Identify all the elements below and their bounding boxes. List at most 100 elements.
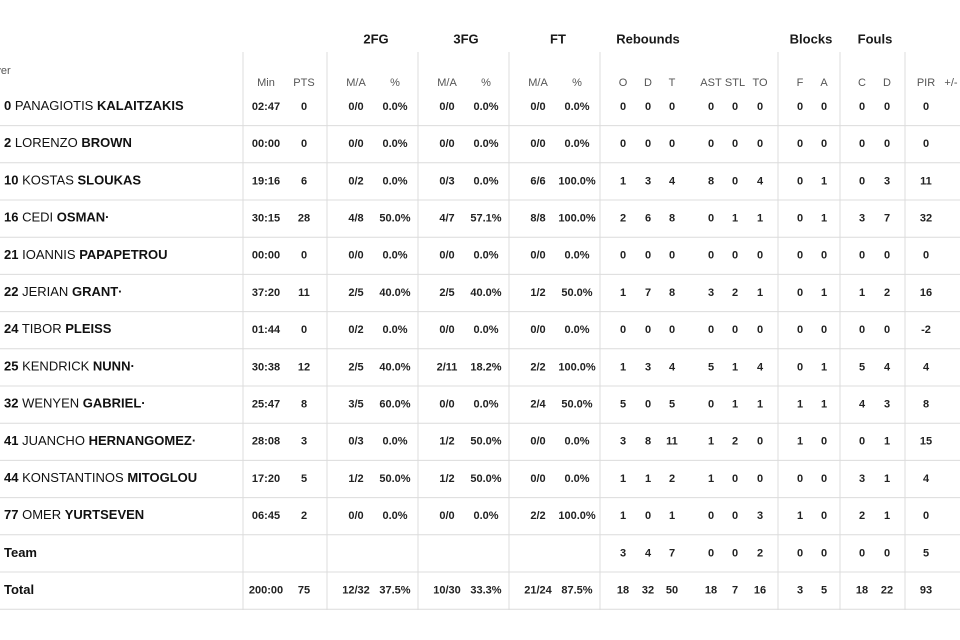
- stat-cell: 3: [884, 399, 890, 411]
- stat-cell: 60.0%: [379, 399, 410, 411]
- stat-cell: 0/2: [348, 175, 363, 187]
- stat-cell: 00:00: [252, 250, 280, 262]
- stat-cell: 28: [298, 213, 310, 225]
- stat-cell: 15: [920, 436, 932, 448]
- stat-cell: 10/30: [433, 585, 461, 597]
- first-name: CEDI: [22, 210, 53, 225]
- stat-cell: 8: [669, 213, 675, 225]
- stat-cell: 3: [620, 436, 626, 448]
- stat-cell: 0/0: [439, 324, 454, 336]
- stat-cell: 2: [620, 213, 626, 225]
- stat-cell: 0: [757, 473, 763, 485]
- stat-cell: 19:16: [252, 175, 280, 187]
- stat-cell: 0.0%: [382, 436, 407, 448]
- column-header: +/-: [944, 77, 957, 89]
- stat-cell: 8: [708, 175, 714, 187]
- column-header: M/A: [346, 77, 366, 89]
- stat-cell: 1: [620, 510, 626, 522]
- stat-cell: 100.0%: [558, 213, 596, 225]
- stat-cell: 4: [923, 361, 930, 373]
- stat-cell: 0: [757, 436, 763, 448]
- stat-cell: 0: [797, 213, 803, 225]
- stat-cell: 1: [797, 510, 803, 522]
- stat-cell: 0: [708, 324, 714, 336]
- row-label: Team: [4, 545, 37, 560]
- stat-cell: 0: [797, 473, 803, 485]
- player-number: 44: [4, 470, 19, 485]
- stat-cell: 0.0%: [564, 250, 589, 262]
- stat-cell: 0.0%: [473, 399, 498, 411]
- stat-cell: 0: [821, 250, 827, 262]
- stat-cell: 0: [708, 547, 714, 559]
- stat-cell: 0: [708, 399, 714, 411]
- stat-cell: 0: [797, 361, 803, 373]
- last-name: BROWN: [81, 136, 132, 151]
- stat-cell: 0: [859, 547, 865, 559]
- stat-cell: 1: [732, 213, 738, 225]
- stat-cell: 200:00: [249, 585, 283, 597]
- stat-cell: 0/0: [348, 138, 363, 150]
- stat-cell: 50: [666, 585, 678, 597]
- column-header: D: [644, 77, 652, 89]
- stat-cell: 0: [923, 101, 929, 113]
- stat-cell: 0: [859, 101, 865, 113]
- stat-cell: 6: [301, 175, 307, 187]
- stat-cell: 8: [645, 436, 651, 448]
- stat-cell: 0/0: [530, 101, 545, 113]
- stat-cell: 8: [923, 399, 929, 411]
- stat-cell: 0.0%: [382, 510, 407, 522]
- stat-cell: 0: [859, 175, 865, 187]
- player-number: 10: [4, 173, 18, 188]
- stat-cell: 50.0%: [470, 436, 501, 448]
- stat-cell: 0/0: [530, 473, 545, 485]
- stat-cell: 1: [732, 361, 738, 373]
- stat-cell: 28:08: [252, 436, 280, 448]
- stat-cell: 0: [859, 250, 865, 262]
- stat-cell: 1: [708, 473, 714, 485]
- stat-cell: 01:44: [252, 324, 281, 336]
- stat-cell: 3: [859, 213, 865, 225]
- stat-cell: 11: [666, 436, 678, 448]
- stat-cell: 0: [645, 138, 651, 150]
- column-header: PIR: [917, 77, 935, 89]
- stat-cell: 0: [884, 250, 890, 262]
- column-header: M/A: [528, 77, 548, 89]
- stat-cell: 12: [298, 361, 310, 373]
- player-number: 41: [4, 433, 18, 448]
- stat-cell: 4/7: [439, 213, 454, 225]
- stat-cell: 00:00: [252, 138, 280, 150]
- column-header: A: [820, 77, 828, 89]
- stat-cell: 4/8: [348, 213, 363, 225]
- player-name: 44 KONSTANTINOS MITOGLOU: [4, 470, 197, 485]
- stat-cell: 2/2: [530, 510, 545, 522]
- column-header: M/A: [437, 77, 457, 89]
- stat-cell: 87.5%: [561, 585, 592, 597]
- last-name: SLOUKAS: [78, 173, 142, 188]
- stat-cell: 0/2: [348, 324, 363, 336]
- stat-cell: 30:38: [252, 361, 280, 373]
- stat-cell: 33.3%: [470, 585, 501, 597]
- stat-cell: 1: [757, 213, 763, 225]
- stat-cell: 0: [884, 138, 890, 150]
- stat-cell: 3: [797, 585, 803, 597]
- stat-cell: 0: [669, 324, 675, 336]
- stat-cell: 0: [645, 399, 651, 411]
- stat-cell: 0/0: [530, 250, 545, 262]
- stat-cell: 75: [298, 585, 310, 597]
- stat-cell: 2: [732, 436, 738, 448]
- stat-cell: 1: [884, 510, 890, 522]
- player-name: 25 KENDRICK NUNN·: [4, 359, 135, 374]
- stat-cell: 0.0%: [473, 101, 498, 113]
- column-header: D: [883, 77, 891, 89]
- stat-cell: 0.0%: [473, 510, 498, 522]
- stat-cell: 2: [732, 287, 738, 299]
- stat-cell: 18: [856, 585, 868, 597]
- stat-cell: 0: [301, 324, 307, 336]
- stat-cell: 3: [645, 361, 651, 373]
- stat-cell: 0/3: [348, 436, 363, 448]
- stat-cell: 6/6: [530, 175, 545, 187]
- stat-cell: 0: [669, 138, 675, 150]
- column-header: TO: [752, 77, 768, 89]
- column-header: C: [858, 77, 866, 89]
- group-header: Blocks: [790, 31, 833, 46]
